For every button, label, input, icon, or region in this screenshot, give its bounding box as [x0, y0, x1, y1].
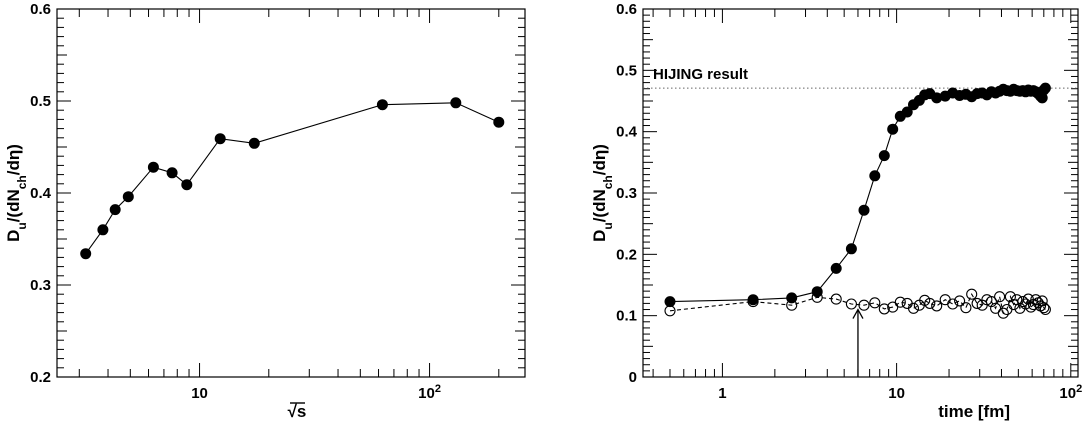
- data-point: [80, 248, 92, 260]
- data-point: [1039, 82, 1051, 94]
- data-point: [924, 297, 936, 309]
- chart-panel-2: 00.10.20.30.40.50.61 10 102Du/(dNch/dη)tim…: [590, 1, 1082, 421]
- data-point: [248, 137, 260, 149]
- data-point: [947, 298, 959, 310]
- data-point: [966, 288, 978, 300]
- data-point: [878, 303, 890, 315]
- data-point: [901, 106, 913, 118]
- series-line: [669, 87, 1046, 303]
- y-tick-label: 0.2: [616, 246, 637, 263]
- y-tick-label: 0.4: [616, 124, 638, 141]
- data-point: [954, 295, 966, 307]
- series-line: [85, 102, 500, 255]
- data-point: [997, 307, 1009, 319]
- data-point: [214, 133, 226, 145]
- data-point: [493, 116, 505, 128]
- data-point: [830, 293, 842, 305]
- y-tick-label: 0.6: [30, 1, 51, 18]
- data-point: [990, 302, 1002, 314]
- data-point: [878, 150, 890, 162]
- data-point: [1038, 302, 1050, 314]
- series-1: [80, 97, 505, 260]
- y-tick-label: 0.5: [30, 93, 51, 110]
- data-point: [811, 291, 823, 303]
- data-point: [181, 179, 193, 191]
- data-point: [994, 291, 1006, 303]
- data-point: [1014, 302, 1026, 314]
- data-point: [869, 297, 881, 309]
- arrow-head: [852, 308, 864, 319]
- x-tick-base: 10: [418, 385, 435, 402]
- y-tick-label: 0.3: [30, 277, 51, 294]
- data-point: [786, 299, 798, 311]
- x-tick-base: 10: [888, 385, 905, 402]
- data-point: [887, 123, 899, 135]
- series-2: [664, 288, 1051, 319]
- y-tick-label: 0.4: [30, 185, 52, 202]
- x-tick-label: 10: [191, 385, 208, 402]
- data-point: [166, 167, 178, 179]
- data-point: [901, 297, 913, 309]
- hijing-label: HIJING result: [653, 66, 748, 83]
- series-1: [664, 82, 1051, 308]
- data-point: [811, 286, 823, 298]
- x-axis-label: time [fm]: [938, 402, 1010, 421]
- x-axis-label: √s: [288, 402, 307, 421]
- x-tick-base: 1: [718, 385, 726, 402]
- data-point: [1004, 291, 1016, 303]
- data-point: [97, 224, 109, 236]
- y-axis-label: Du/(dNch/dη): [590, 144, 615, 242]
- y-tick-label: 0.2: [30, 369, 51, 386]
- data-point: [109, 204, 121, 216]
- x-tick-exponent: 2: [1076, 383, 1082, 395]
- x-tick-label: 102: [1059, 383, 1082, 402]
- data-point: [147, 161, 159, 173]
- data-point: [830, 262, 842, 274]
- plot-frame: [642, 8, 1079, 378]
- data-point: [376, 99, 388, 111]
- data-point: [747, 296, 759, 308]
- data-point: [858, 299, 870, 311]
- y-tick-label: 0.5: [616, 62, 637, 79]
- data-point: [894, 296, 906, 308]
- data-point: [450, 97, 462, 109]
- y-tick-label: 0.6: [616, 1, 637, 18]
- data-point: [122, 191, 134, 203]
- data-point: [858, 204, 870, 216]
- data-point: [907, 302, 920, 314]
- x-tick-base: 10: [191, 385, 208, 402]
- data-point: [1039, 303, 1051, 316]
- y-tick-label: 0.1: [616, 308, 637, 325]
- y-axis-label: Du/(dNch/dη): [4, 144, 29, 242]
- data-point: [931, 300, 943, 312]
- data-point: [845, 243, 857, 255]
- data-point: [960, 302, 972, 314]
- x-tick-label: 10: [888, 385, 905, 402]
- data-point: [664, 305, 676, 317]
- data-point: [971, 297, 983, 309]
- data-point: [1017, 296, 1029, 308]
- x-tick-label: 1: [718, 385, 726, 402]
- data-point: [664, 296, 676, 308]
- x-tick-label: 102: [418, 383, 441, 402]
- data-point: [869, 170, 881, 182]
- x-tick-base: 10: [1059, 385, 1076, 402]
- x-tick-exponent: 2: [435, 383, 441, 395]
- y-tick-label: 0.3: [616, 185, 637, 202]
- y-tick-label: 0: [629, 369, 637, 386]
- series-line: [669, 292, 1046, 315]
- data-point: [845, 298, 857, 310]
